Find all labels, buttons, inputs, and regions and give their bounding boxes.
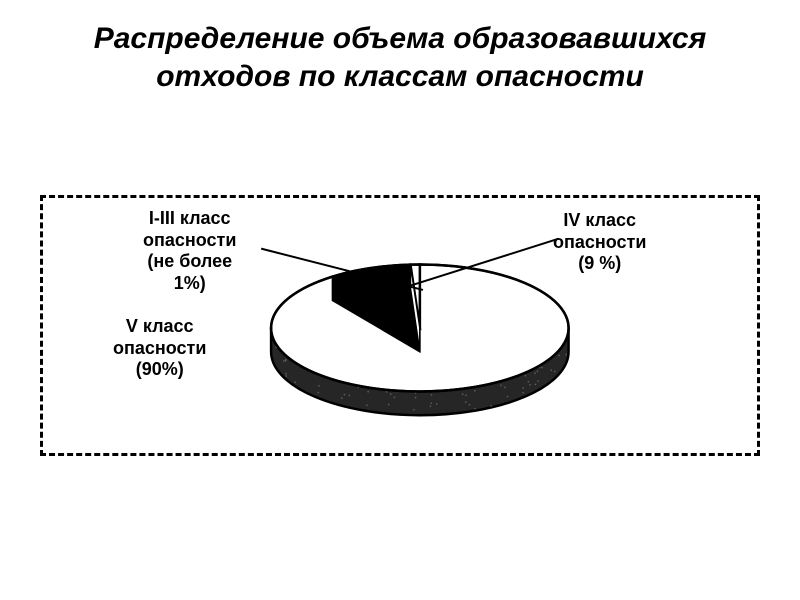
- label-class-i-iii: I-III класс опасности (не более 1%): [143, 208, 236, 294]
- label-class-iv: IV класс опасности (9 %): [553, 210, 646, 275]
- pie-chart-container: I-III класс опасности (не более 1%) IV к…: [40, 195, 760, 456]
- label-class-v: V класс опасности (90%): [113, 316, 206, 381]
- page-title: Распределение объема образовавшихся отхо…: [0, 20, 800, 95]
